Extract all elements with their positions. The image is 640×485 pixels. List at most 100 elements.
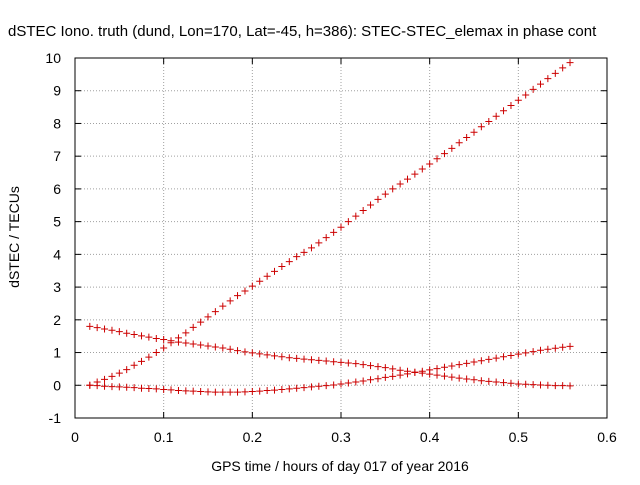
data-point [130, 331, 138, 339]
data-point [477, 377, 485, 385]
data-point [426, 160, 434, 168]
data-points [86, 59, 574, 396]
data-point [433, 365, 441, 373]
series-1 [86, 59, 574, 389]
data-point [566, 382, 574, 390]
data-point [411, 170, 419, 178]
data-point [374, 195, 382, 203]
data-point [374, 363, 382, 371]
y-tick-label: 2 [53, 312, 61, 328]
data-point [455, 139, 463, 147]
data-point [559, 64, 567, 72]
data-point [167, 386, 175, 394]
data-point [322, 382, 330, 390]
data-point [145, 353, 153, 361]
data-point [396, 180, 404, 188]
data-point [477, 123, 485, 131]
data-point [344, 218, 352, 226]
data-point [396, 371, 404, 379]
data-point [381, 373, 389, 381]
data-point [123, 329, 131, 337]
data-point [123, 366, 131, 374]
y-axis-label: dSTEC / TECUs [6, 186, 22, 288]
data-point [418, 367, 426, 375]
data-point [374, 375, 382, 383]
data-point [160, 335, 168, 343]
data-point [537, 346, 544, 354]
data-point [448, 144, 456, 152]
data-point [256, 350, 264, 358]
data-point [300, 355, 308, 363]
series-3 [86, 342, 574, 396]
data-point [145, 333, 153, 341]
x-tick-labels: 0 0.1 0.2 0.3 0.4 0.5 0.6 [71, 429, 617, 445]
data-point [470, 376, 478, 384]
data-point [138, 357, 145, 365]
data-point [315, 382, 323, 390]
data-point [101, 325, 109, 333]
data-point [529, 348, 537, 356]
data-point [455, 361, 463, 369]
data-point [500, 379, 508, 387]
data-point [248, 349, 256, 357]
data-point [389, 185, 397, 193]
data-point [300, 384, 308, 392]
data-point [433, 371, 441, 379]
data-point [492, 378, 500, 386]
data-point [470, 358, 478, 366]
y-tick-label: 3 [53, 279, 61, 295]
data-point [234, 347, 242, 355]
data-point [404, 370, 411, 378]
data-point [234, 388, 242, 396]
y-tick-label: 5 [53, 214, 61, 230]
data-point [285, 258, 293, 266]
data-point [507, 101, 515, 109]
data-point [108, 383, 116, 391]
data-point [307, 356, 315, 364]
data-point [226, 345, 234, 353]
data-point [271, 386, 278, 394]
data-point [352, 212, 360, 220]
data-point [507, 351, 515, 359]
data-point [330, 228, 338, 236]
data-point [551, 382, 559, 390]
data-point [123, 383, 131, 391]
data-point [367, 376, 375, 384]
data-point [204, 388, 212, 396]
data-point [463, 375, 471, 383]
data-point [182, 329, 190, 337]
data-point [337, 358, 345, 366]
data-point [115, 369, 123, 377]
data-point [522, 380, 530, 388]
y-tick-label: 7 [53, 148, 61, 164]
y-tick-label: 0 [53, 377, 61, 393]
data-point [152, 334, 160, 342]
data-point [455, 374, 463, 382]
data-point [108, 372, 116, 380]
data-point [330, 358, 338, 366]
data-point [101, 382, 109, 390]
data-point [411, 369, 419, 377]
data-point [152, 385, 160, 393]
data-point [278, 386, 286, 394]
chart-title: dSTEC Iono. truth (dund, Lon=170, Lat=-4… [8, 23, 597, 40]
data-point [138, 332, 145, 340]
data-point [293, 354, 301, 362]
data-point [152, 349, 160, 357]
data-point [544, 345, 552, 353]
data-point [463, 134, 471, 142]
x-tick-label: 0.4 [420, 429, 440, 445]
data-point [130, 361, 138, 369]
data-point [197, 341, 205, 349]
data-point [241, 348, 249, 356]
data-point [182, 339, 190, 347]
data-point [389, 372, 397, 380]
data-point [278, 353, 286, 361]
x-tick-label: 0.3 [331, 429, 351, 445]
y-tick-label: 6 [53, 181, 61, 197]
data-point [448, 373, 456, 381]
data-point [219, 302, 227, 310]
data-point [322, 357, 330, 365]
data-point [307, 383, 315, 391]
data-point [293, 384, 301, 392]
